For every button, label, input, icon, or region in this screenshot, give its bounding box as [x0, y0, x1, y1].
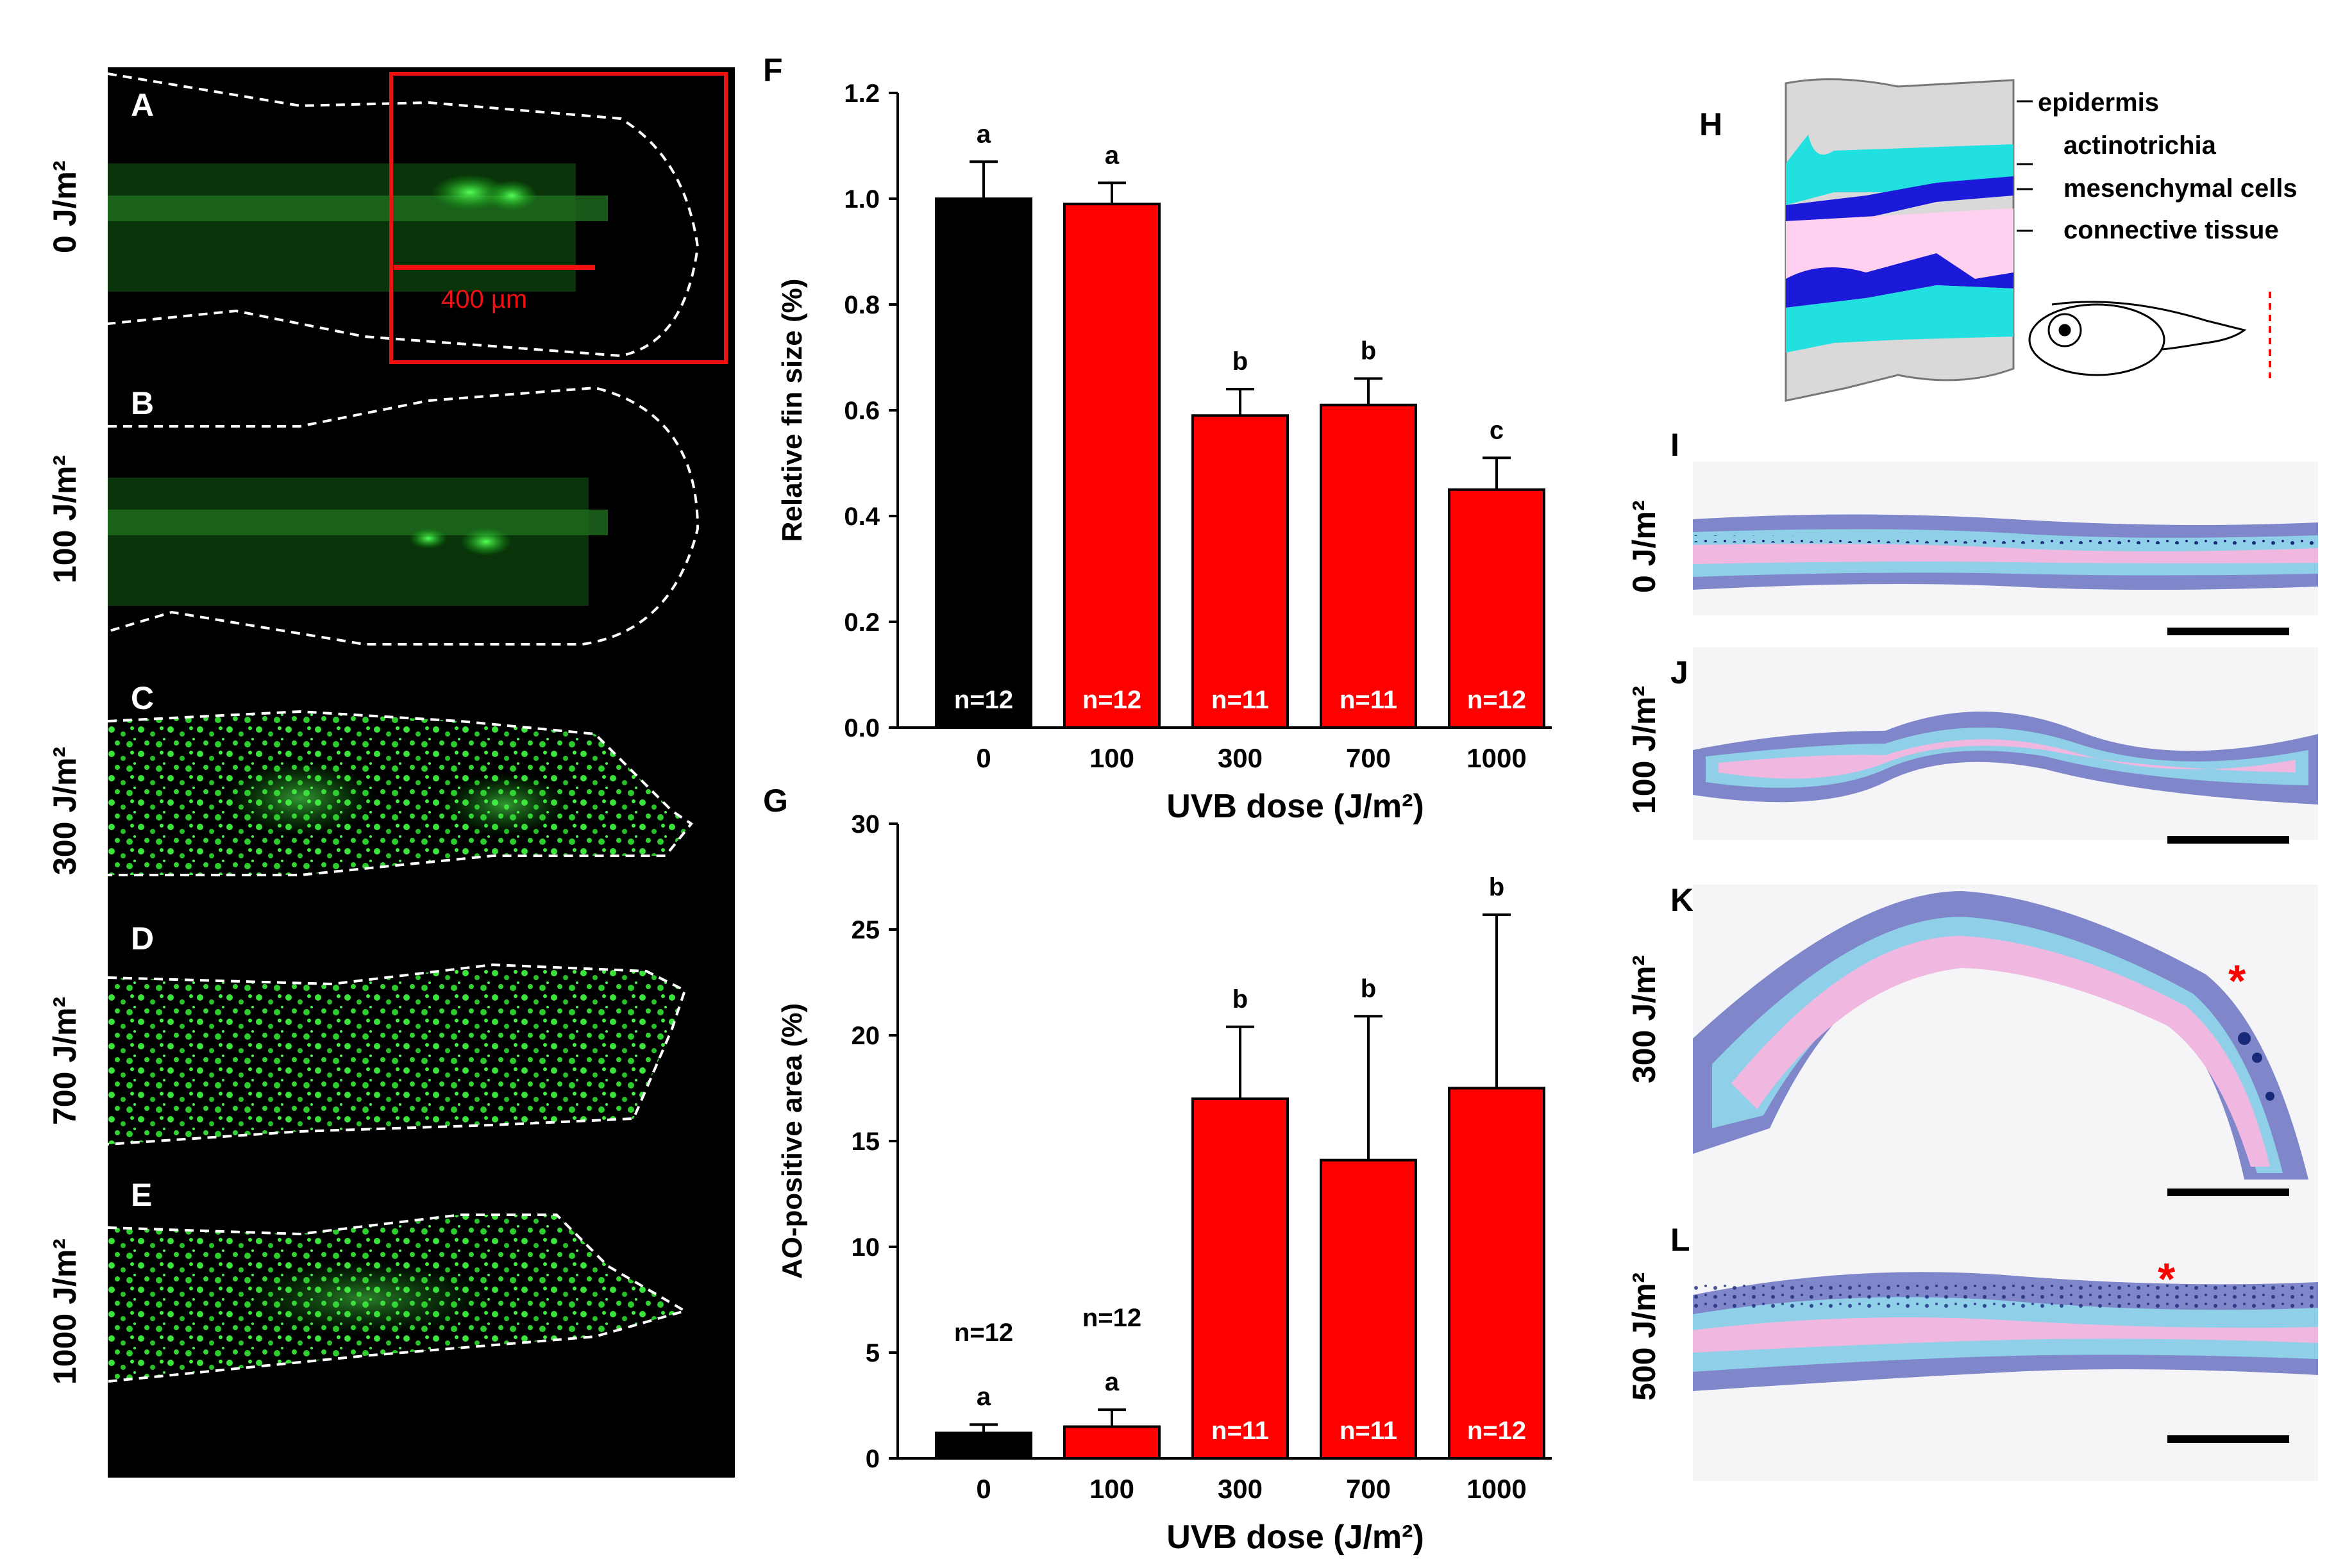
significance-100: a	[1105, 1368, 1120, 1396]
x-tick-label-1000: 1000	[1466, 743, 1526, 773]
significance-700: b	[1361, 337, 1376, 365]
n-label-0: n=12	[954, 1319, 1013, 1347]
bar-700	[1320, 403, 1417, 729]
x-tick-label-0: 0	[976, 743, 991, 773]
panel-letter-h: H	[1699, 106, 1723, 142]
panel-letter-a: A	[131, 87, 155, 123]
panel-a-tail	[107, 72, 700, 358]
panel-letter-b: B	[131, 385, 155, 421]
panel-letter-d: D	[131, 921, 155, 956]
label-actinotrichia: actinotrichia	[2063, 131, 2216, 160]
panel-letter-i: I	[1670, 427, 1679, 463]
fluorescence-panel-column: 400 µm A B C D E	[107, 67, 735, 1478]
bar-300	[1191, 414, 1289, 729]
bar-0	[935, 197, 1032, 729]
x-tick-label-1000: 1000	[1466, 1474, 1526, 1504]
significance-1000: c	[1490, 416, 1504, 444]
bar-1000	[1448, 488, 1545, 729]
chart-g: 0 5 10 15 20 25 30 AO-positive area (%) a n=12 0 a n…	[777, 810, 1552, 1556]
panel-letter-l: L	[1670, 1222, 1690, 1258]
inset-box	[389, 72, 728, 364]
n-label-300: n=11	[1211, 1417, 1269, 1445]
label-mesenchymal-cells: mesenchymal cells	[2063, 174, 2298, 203]
dose-label-e: 1000 J/m²	[47, 1239, 83, 1385]
n-label-1000: n=12	[1467, 1417, 1526, 1445]
x-tick-label-700: 700	[1346, 1474, 1391, 1504]
histology-dose-j: 100 J/m²	[1626, 685, 1662, 814]
x-axis-label: UVB dose (J/m²)	[1166, 1519, 1424, 1556]
y-tick-label: 25	[852, 916, 880, 944]
x-tick-label-100: 100	[1089, 743, 1134, 773]
panel-letter-k: K	[1670, 882, 1694, 918]
panel-letter-c: C	[131, 680, 155, 716]
dose-label-d: 700 J/m²	[47, 996, 83, 1125]
n-label-100: n=12	[1082, 686, 1141, 714]
significance-300: b	[1232, 347, 1248, 376]
x-tick-label-300: 300	[1218, 1474, 1263, 1504]
asterisk-k: *	[2228, 956, 2246, 1006]
y-tick-label: 0.0	[844, 714, 880, 742]
significance-100: a	[1105, 141, 1120, 169]
panel-d-tail	[107, 963, 687, 1146]
y-tick-label: 1.2	[844, 79, 880, 108]
n-label-100: n=12	[1082, 1304, 1141, 1332]
panel-letter-j: J	[1670, 655, 1688, 690]
n-label-700: n=11	[1340, 686, 1397, 714]
panel-b-tail	[107, 386, 700, 646]
y-tick-label: 0.2	[844, 608, 880, 637]
n-label-0: n=12	[954, 686, 1013, 714]
histology-dose-l: 500 J/m²	[1626, 1272, 1662, 1401]
panel-letter-f: F	[763, 52, 783, 88]
fluorescence-images	[107, 72, 728, 1383]
n-label-700: n=11	[1340, 1417, 1397, 1445]
y-axis-label: AO-positive area (%)	[777, 1003, 808, 1279]
dose-label-a: 0 J/m²	[47, 160, 83, 253]
y-tick-label: 0.4	[844, 503, 880, 531]
y-tick-label: 15	[852, 1128, 880, 1156]
significance-0: a	[977, 1383, 991, 1411]
x-tick-label-300: 300	[1218, 743, 1263, 773]
significance-0: a	[977, 120, 991, 148]
y-tick-label: 20	[852, 1022, 880, 1050]
y-tick-label: 10	[852, 1233, 880, 1262]
panel-letter-g: G	[763, 783, 788, 819]
asterisk-l: *	[2158, 1254, 2176, 1304]
larva-icon	[2028, 301, 2247, 376]
chart-f: 0.0 0.2 0.4 0.6 0.8 1.0 1.2 Relative fin size (…	[777, 79, 1552, 825]
panel-e-tail	[107, 1214, 689, 1383]
scalebar-label: 400 µm	[441, 285, 528, 313]
x-tick-label-700: 700	[1346, 743, 1391, 773]
y-tick-label: 1.0	[844, 185, 880, 213]
y-tick-label: 5	[866, 1339, 880, 1367]
histology-sections	[1693, 462, 2318, 1481]
y-tick-label: 30	[852, 810, 880, 838]
x-axis-label: UVB dose (J/m²)	[1166, 788, 1424, 825]
histology-dose-i: 0 J/m²	[1626, 500, 1662, 593]
bar-700	[1320, 1158, 1417, 1460]
y-tick-label: 0.6	[844, 397, 880, 425]
significance-300: b	[1232, 985, 1248, 1013]
fin-cross-section-diagram	[1785, 78, 2271, 402]
label-connective-tissue: connective tissue	[2063, 216, 2279, 244]
n-label-300: n=11	[1211, 686, 1269, 714]
bar-1000	[1448, 1087, 1545, 1460]
significance-1000: b	[1489, 873, 1504, 901]
y-tick-label: 0	[866, 1445, 880, 1473]
dose-label-b: 100 J/m²	[47, 455, 83, 583]
bar-300	[1191, 1097, 1289, 1460]
y-tick-label: 0.8	[844, 291, 880, 319]
dose-label-c: 300 J/m²	[47, 746, 83, 875]
y-axis-label: Relative fin size (%)	[777, 279, 808, 542]
panel-letter-e: E	[131, 1177, 153, 1213]
n-label-1000: n=12	[1467, 686, 1526, 714]
x-tick-label-0: 0	[976, 1474, 991, 1504]
bar-100	[1063, 203, 1161, 729]
bar-100	[1063, 1425, 1161, 1460]
label-epidermis: epidermis	[2038, 88, 2159, 117]
x-tick-label-100: 100	[1089, 1474, 1134, 1504]
panel-c-tail	[107, 710, 693, 876]
histology-dose-k: 300 J/m²	[1626, 955, 1662, 1083]
bar-0	[935, 1431, 1032, 1460]
significance-700: b	[1361, 974, 1376, 1003]
